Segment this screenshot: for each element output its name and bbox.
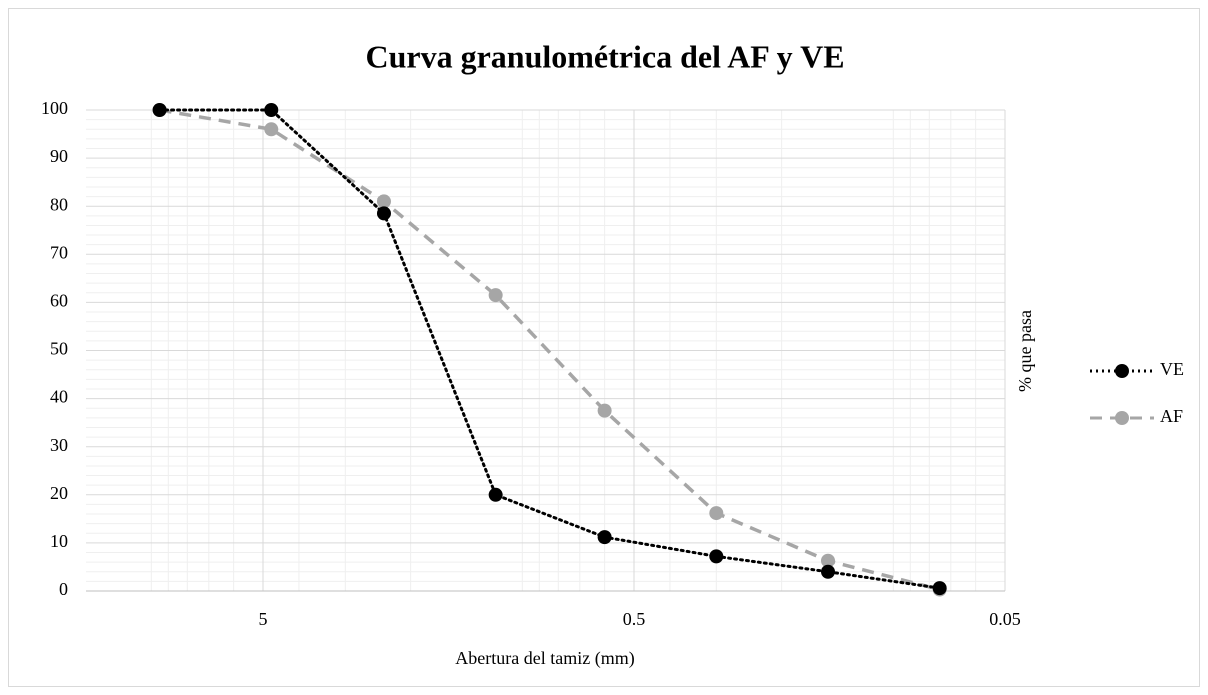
x-tick-label: 0.05 bbox=[989, 609, 1021, 629]
y-tick-label: 80 bbox=[50, 194, 68, 214]
y-tick-label: 50 bbox=[50, 339, 68, 359]
x-tick-label: 5 bbox=[259, 609, 268, 629]
series-line bbox=[159, 108, 941, 592]
data-point bbox=[376, 194, 391, 209]
data-point bbox=[820, 553, 835, 568]
y-tick-label: 60 bbox=[50, 291, 68, 311]
y-tick-label: 40 bbox=[50, 387, 68, 407]
y-tick-label: 0 bbox=[59, 579, 68, 599]
y-tick-label: 10 bbox=[50, 531, 68, 551]
data-point bbox=[709, 549, 724, 564]
data-point bbox=[152, 103, 167, 117]
y-axis-title: % que pasa bbox=[1015, 310, 1035, 392]
data-point bbox=[488, 288, 503, 303]
data-point bbox=[820, 564, 835, 579]
x-tick-label: 0.5 bbox=[623, 609, 646, 629]
data-point bbox=[932, 581, 947, 596]
data-point bbox=[376, 206, 391, 221]
data-point bbox=[597, 403, 612, 418]
legend-marker bbox=[1115, 411, 1129, 425]
y-tick-label: 20 bbox=[50, 483, 68, 503]
y-tick-label: 30 bbox=[50, 435, 68, 455]
y-tick-label: 70 bbox=[50, 242, 68, 262]
data-point bbox=[488, 487, 503, 502]
data-point bbox=[264, 103, 279, 117]
legend-label: AF bbox=[1160, 406, 1183, 426]
legend-label: VE bbox=[1160, 359, 1184, 379]
chart-frame bbox=[8, 8, 1200, 687]
data-point bbox=[709, 506, 724, 521]
series-line bbox=[158, 108, 942, 590]
data-point bbox=[264, 122, 279, 137]
data-point bbox=[597, 530, 612, 545]
chart-title: Curva granulométrica del AF y VE bbox=[365, 38, 844, 74]
legend-marker bbox=[1115, 364, 1129, 378]
x-axis-title: Abertura del tamiz (mm) bbox=[455, 648, 634, 669]
y-tick-label: 90 bbox=[50, 146, 68, 166]
y-tick-label: 100 bbox=[41, 98, 68, 118]
